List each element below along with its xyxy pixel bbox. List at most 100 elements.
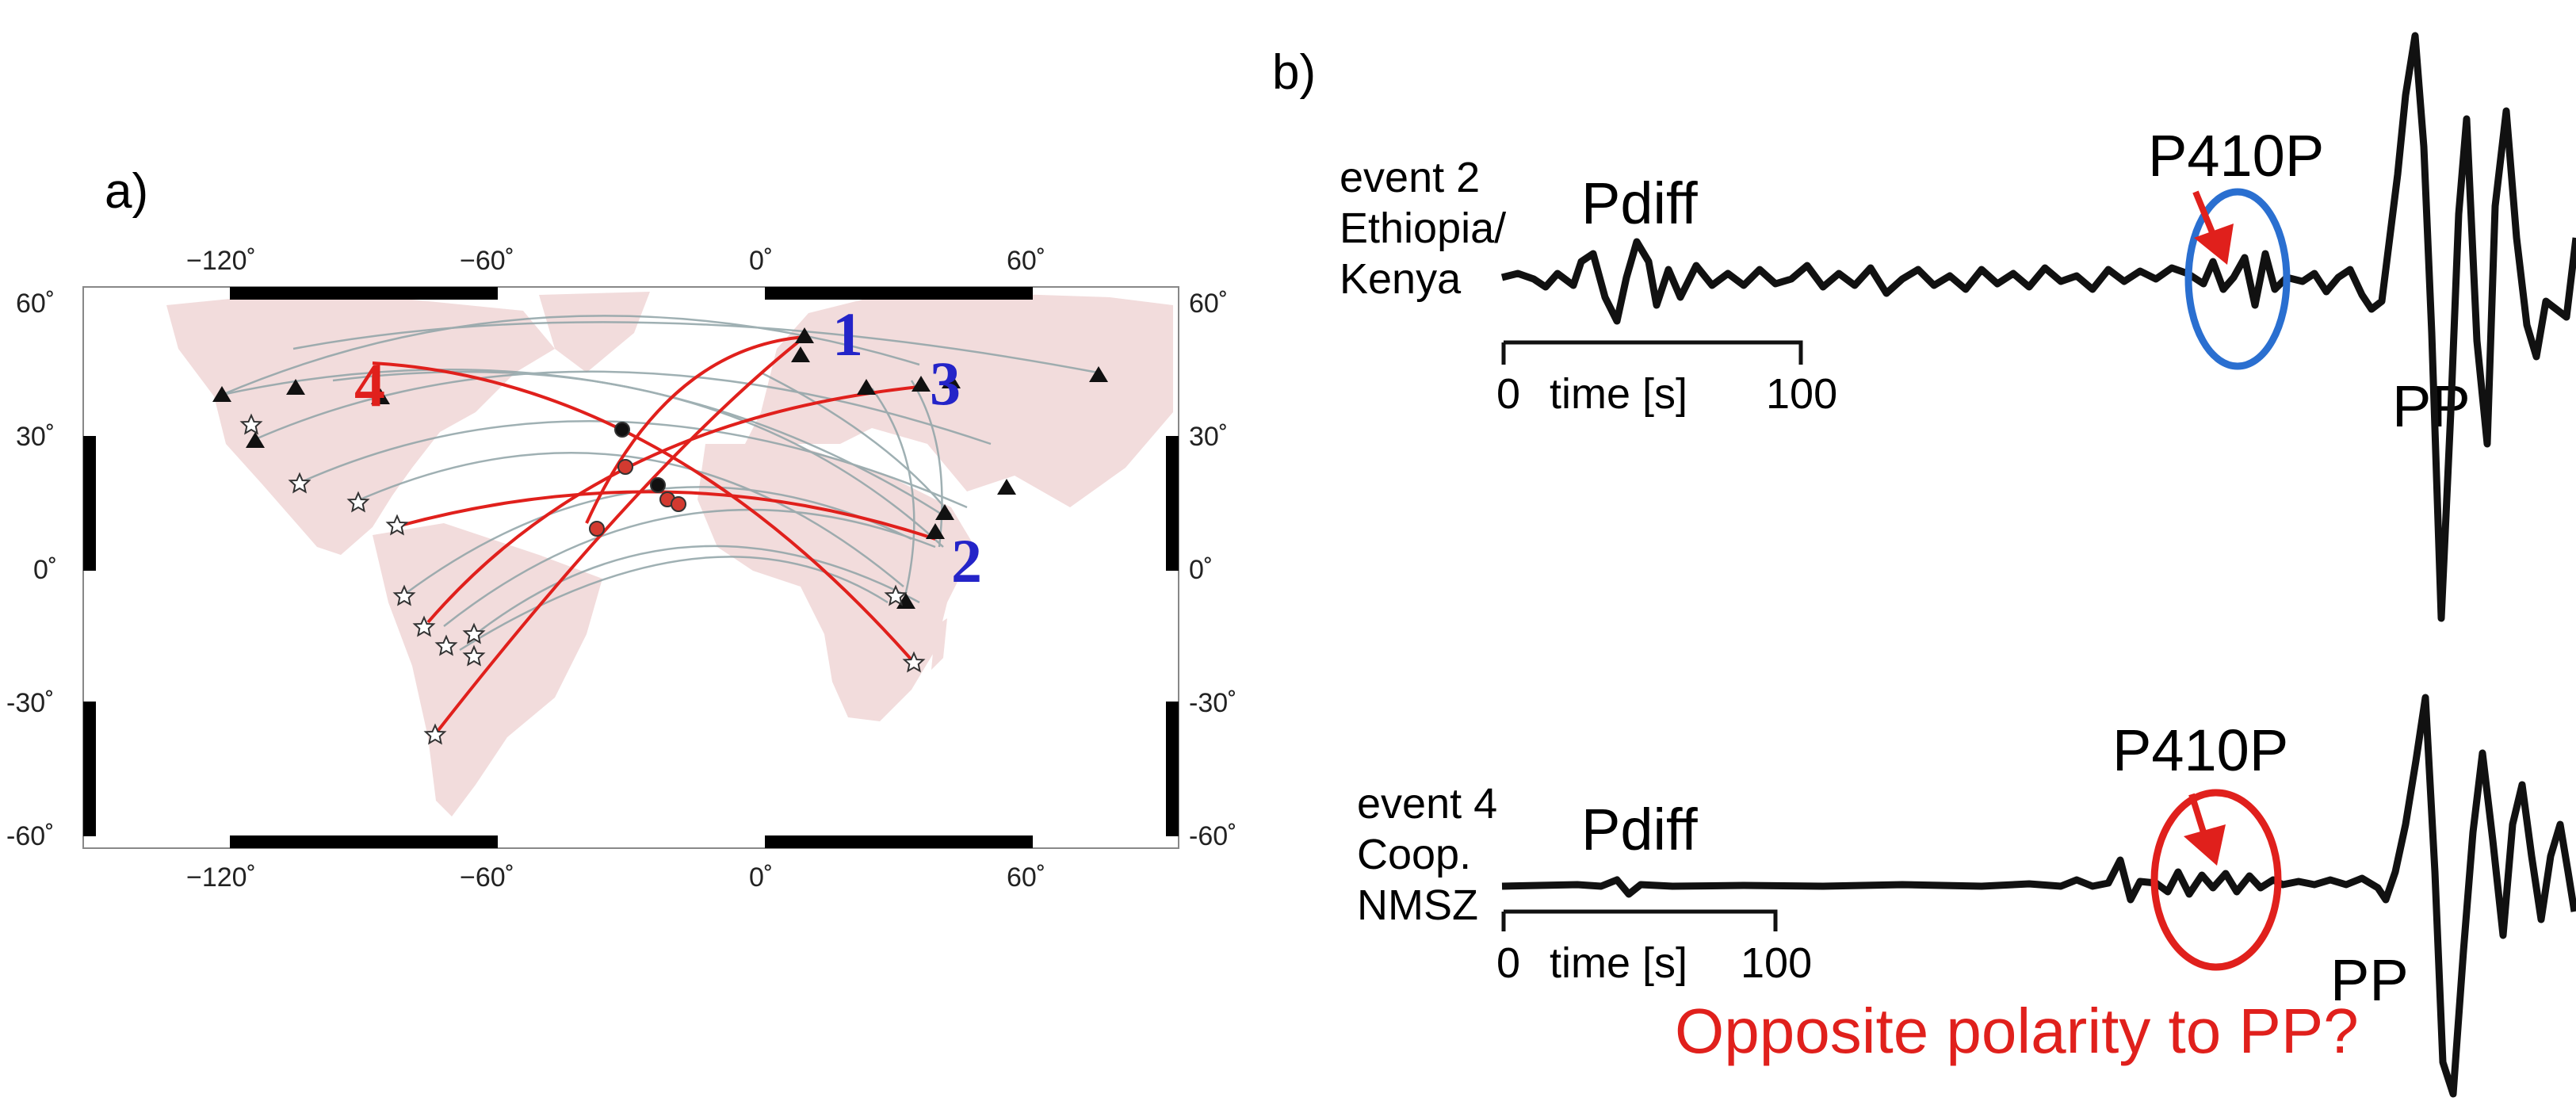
frame-bar-top-1 bbox=[230, 287, 498, 300]
lon-tick-bottom-2: −60˚ bbox=[460, 862, 514, 893]
event-label-3: 3 bbox=[930, 349, 961, 418]
lat-tick-right-2: 30˚ bbox=[1189, 422, 1228, 452]
station-2 bbox=[286, 379, 305, 395]
red-path-4 bbox=[372, 361, 917, 666]
north-america-land bbox=[166, 295, 555, 555]
trace-1-event-line-2: Ethiopia/ bbox=[1340, 205, 1506, 252]
lat-tick-left-3: 0˚ bbox=[33, 555, 57, 585]
grey-path-13 bbox=[870, 388, 915, 603]
trace-1-event-line-1: event 2 bbox=[1340, 154, 1480, 201]
europe-asia-land bbox=[729, 293, 1173, 507]
event-label-1: 1 bbox=[832, 300, 863, 369]
grey-path-7 bbox=[443, 508, 936, 627]
trace-2-arrow-shaft bbox=[2188, 793, 2207, 834]
event-star-6 bbox=[412, 615, 436, 637]
grey-path-11 bbox=[459, 556, 889, 652]
bounce-point-black-2 bbox=[650, 477, 666, 493]
station-13 bbox=[926, 523, 945, 539]
lon-tick-bottom-3: 0˚ bbox=[749, 862, 773, 893]
station-5 bbox=[795, 327, 814, 343]
station-9 bbox=[942, 373, 961, 388]
grey-raypaths bbox=[221, 315, 1099, 652]
panel-b-label: b) bbox=[1272, 45, 1316, 100]
frame-bar-right-1 bbox=[1166, 436, 1179, 571]
grey-path-3 bbox=[253, 370, 992, 445]
event-star-11 bbox=[884, 584, 908, 606]
lon-tick-top-4: 60˚ bbox=[1007, 246, 1045, 276]
trace-1-scale-bar bbox=[1501, 340, 1803, 365]
station-6 bbox=[791, 346, 810, 362]
event-star-1 bbox=[239, 413, 263, 435]
trace-2-arrow-head bbox=[2184, 824, 2226, 866]
trace-1-arrow-head bbox=[2194, 224, 2234, 265]
madagascar-land bbox=[931, 618, 947, 670]
trace-1-scale-label: time [s] bbox=[1550, 370, 1687, 418]
grey-path-14 bbox=[760, 371, 952, 516]
grey-path-8 bbox=[475, 545, 920, 635]
red-path-1 bbox=[434, 335, 806, 735]
event-star-7 bbox=[434, 634, 458, 656]
lon-tick-bottom-1: −120˚ bbox=[186, 862, 256, 893]
trace-1-event-line-3: Kenya bbox=[1340, 255, 1462, 303]
trace-1-scale-start: 0 bbox=[1496, 370, 1520, 418]
event-star-4 bbox=[385, 514, 409, 536]
grey-path-5 bbox=[356, 452, 904, 587]
frame-bar-bottom-2 bbox=[765, 835, 1033, 848]
trace-2-pdiff-label: Pdiff bbox=[1581, 797, 1698, 862]
frame-bar-bottom-1 bbox=[230, 835, 498, 848]
bounce-point-red-3 bbox=[671, 496, 686, 512]
trace-2-scale-label: time [s] bbox=[1550, 939, 1687, 987]
trace-2-scale-start: 0 bbox=[1496, 939, 1520, 987]
event-label-4: 4 bbox=[354, 350, 385, 419]
bounce-point-red-4 bbox=[589, 521, 605, 537]
trace-2-scale-end: 100 bbox=[1741, 939, 1812, 987]
red-path-2 bbox=[426, 385, 920, 624]
lat-tick-right-4: -30˚ bbox=[1189, 688, 1236, 718]
trace-2-waveform bbox=[1501, 694, 2576, 1098]
station-10 bbox=[1089, 366, 1108, 382]
station-4 bbox=[246, 432, 265, 448]
event-star-10 bbox=[423, 723, 447, 745]
trace-1-scale-line bbox=[1501, 340, 1803, 365]
event-star-12 bbox=[902, 651, 926, 673]
lat-tick-left-1: 60˚ bbox=[16, 289, 55, 319]
event-star-5 bbox=[392, 584, 416, 606]
station-11 bbox=[997, 479, 1016, 495]
trace-1-p410p-circle bbox=[2184, 188, 2291, 370]
trace-1-scale-end: 100 bbox=[1766, 370, 1837, 418]
trace-2-event-line-1: event 4 bbox=[1357, 780, 1497, 828]
lat-tick-right-3: 0˚ bbox=[1189, 555, 1213, 585]
lat-tick-right-1: 60˚ bbox=[1189, 289, 1228, 319]
lat-tick-right-5: -60˚ bbox=[1189, 821, 1236, 851]
station-7 bbox=[857, 379, 876, 395]
trace-1-p410p-label: P410P bbox=[2148, 123, 2324, 189]
lon-tick-top-3: 0˚ bbox=[749, 246, 773, 276]
frame-bar-right-2 bbox=[1166, 702, 1179, 836]
lat-tick-left-5: -60˚ bbox=[6, 821, 54, 851]
station-1 bbox=[212, 386, 231, 402]
bounce-point-black-1 bbox=[614, 422, 630, 438]
trace-1-arrow-shaft bbox=[2192, 190, 2217, 238]
trace-2-p410p-label: P410P bbox=[2112, 717, 2288, 783]
trace-1-group: event 2 Ethiopia/ Kenya Pdiff P410P PP 0… bbox=[1340, 32, 2576, 622]
grey-path-9 bbox=[292, 321, 1099, 374]
grey-path-10 bbox=[332, 370, 944, 548]
lat-tick-left-2: 30˚ bbox=[16, 422, 55, 452]
lon-tick-bottom-4: 60˚ bbox=[1007, 862, 1045, 893]
trace-2-scale-bar bbox=[1501, 909, 1778, 931]
trace-2-event-line-3: NMSZ bbox=[1357, 881, 1478, 929]
grey-path-1 bbox=[221, 315, 920, 396]
lon-tick-top-1: −120˚ bbox=[186, 246, 256, 276]
station-8 bbox=[912, 376, 931, 392]
events bbox=[239, 413, 926, 745]
trace-2-question: Opposite polarity to PP? bbox=[1675, 996, 2359, 1066]
grey-path-4 bbox=[300, 420, 968, 509]
panel-a-label: a) bbox=[105, 164, 148, 219]
trace-2-p410p-circle bbox=[2150, 789, 2282, 971]
frame-bar-top-2 bbox=[765, 287, 1033, 300]
lat-tick-left-4: -30˚ bbox=[6, 688, 54, 718]
station-3 bbox=[371, 388, 390, 404]
grey-path-12 bbox=[910, 380, 943, 548]
frame-bar-left-1 bbox=[83, 436, 96, 571]
event-star-2 bbox=[288, 472, 311, 494]
